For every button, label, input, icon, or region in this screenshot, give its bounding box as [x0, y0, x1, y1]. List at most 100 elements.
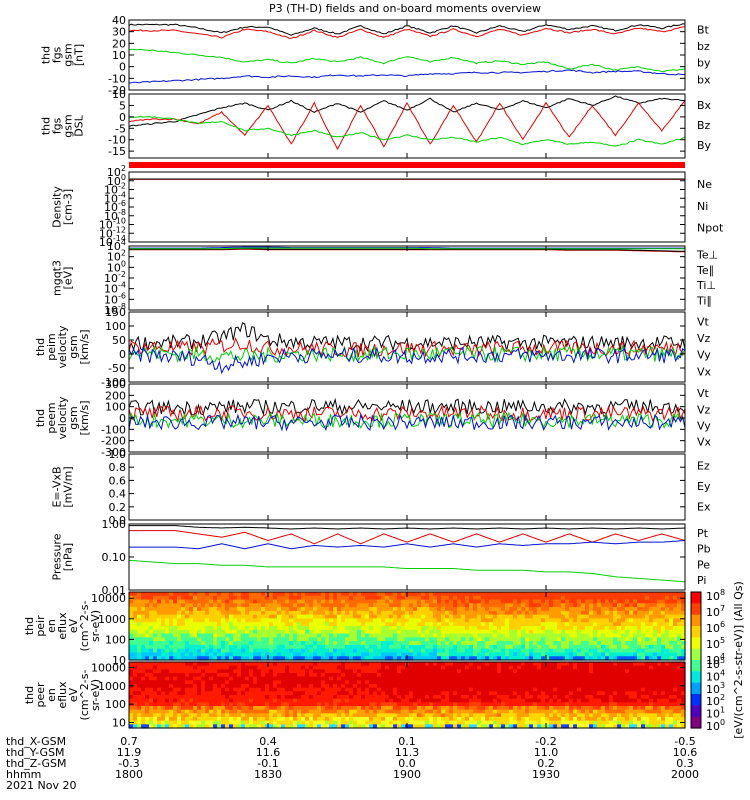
- panels: 403020100-10-20thdfgsgsm[nT]Btbzbybx1050…: [23, 14, 724, 730]
- x-row-value: 1800: [115, 768, 143, 781]
- legend-Npot: Npot: [697, 222, 724, 235]
- y-axis-label: eV: [67, 687, 80, 702]
- x-row-value: -0.3: [118, 757, 139, 770]
- x-axis-labels: thd_X-GSM 0.7 0.4 0.1 -0.2 -0.5 thd_Y-GSM 11.9 1…: [6, 735, 699, 792]
- series-Vt: [128, 322, 686, 352]
- series-Vy: [128, 411, 686, 430]
- panel-4: 10410210010-210-410-610-8mgqt3[eV]Te⊥Te∥…: [51, 238, 719, 317]
- y-tick-label: 1000: [98, 613, 126, 626]
- flag-band: [129, 162, 685, 168]
- y-axis-label: (cm^2-s-: [78, 601, 91, 652]
- y-tick-label: 50: [112, 334, 126, 347]
- series-Pi: [129, 540, 686, 550]
- y-tick-label: 0.8: [109, 461, 127, 474]
- y-axis-label: fgs: [51, 117, 64, 134]
- legend-Vt: Vt: [697, 315, 710, 328]
- y-tick-label: 150: [105, 306, 126, 319]
- x-row-value: 11.6: [256, 746, 281, 759]
- series-Bz: [128, 100, 686, 151]
- legend-bz: bz: [697, 40, 710, 53]
- legend-Ex: Ex: [697, 501, 711, 514]
- y-tick-label: 200: [105, 389, 126, 402]
- x-row-label: thd_X-GSM: [6, 735, 66, 748]
- y-tick-label: -200: [101, 435, 126, 448]
- y-axis-label: Density: [51, 186, 64, 228]
- colorbar-tick: 107: [706, 604, 725, 619]
- y-tick-label: -10: [108, 134, 126, 147]
- y-axis-label: thd: [40, 46, 53, 64]
- legend-Ez: Ez: [697, 459, 710, 472]
- y-axis-label: thd: [23, 686, 36, 704]
- y-axis-label: thd: [34, 338, 47, 356]
- x-row-value: -0.1: [257, 757, 278, 770]
- legend-Pi: Pi: [697, 574, 706, 587]
- y-axis-label: gsm: [67, 335, 80, 358]
- y-tick-label: 1000: [98, 680, 126, 693]
- legend-Vz: Vz: [697, 403, 711, 416]
- legend-Bt: Bt: [697, 23, 710, 36]
- y-axis-label: (cm^2-s-: [78, 670, 91, 721]
- legend-Te⊥: Te⊥: [696, 249, 718, 262]
- x-row-value: 0.7: [120, 735, 138, 748]
- y-tick-label: 20: [112, 37, 126, 50]
- y-tick-label: 0: [119, 348, 126, 361]
- series-bz: [128, 26, 686, 39]
- y-axis-label: mgqt3: [51, 260, 64, 296]
- x-row-value: 1930: [532, 768, 560, 781]
- x-row-label: thd_Y-GSM: [6, 746, 65, 759]
- y-tick-label: 10: [112, 88, 126, 101]
- y-tick-label: 0.0: [109, 514, 127, 527]
- y-tick-label: 0: [119, 61, 126, 74]
- series-Vz: [128, 404, 686, 423]
- panel-frame: [128, 311, 686, 383]
- y-tick-label: 0.2: [109, 501, 127, 514]
- legend-Ne: Ne: [697, 178, 712, 191]
- legend-Vy: Vy: [697, 419, 711, 432]
- x-row-value: 11.0: [534, 746, 559, 759]
- panel-10: 10000 1000 100 10 thdpeerenefluxeV(cm^2-s-sr…: [23, 661, 686, 730]
- y-tick-label: -15: [108, 145, 126, 158]
- y-axis-label: sr-eV): [89, 610, 102, 642]
- y-tick-label: 0.01: [102, 584, 127, 597]
- y-axis-label: [eV]: [62, 267, 75, 290]
- x-row-value: -0.5: [674, 735, 695, 748]
- y-tick-label: 100: [105, 320, 126, 333]
- x-row-value: 0.2: [537, 757, 555, 770]
- colorbar-tick: 105: [706, 636, 725, 651]
- y-tick-label: 100: [105, 633, 126, 646]
- legend-bx: bx: [697, 73, 711, 86]
- y-tick-label: 10: [112, 654, 126, 667]
- y-axis-label: velocity: [56, 396, 69, 439]
- series-Pe: [128, 559, 686, 583]
- y-tick-label: -100: [101, 376, 126, 389]
- y-axis-label: velocity: [56, 325, 69, 368]
- series-Vy: [128, 344, 686, 364]
- x-row-value: 0.1: [398, 735, 416, 748]
- x-row-value: 0.3: [676, 757, 694, 770]
- legend-Vt: Vt: [697, 387, 710, 400]
- series-by: [128, 48, 686, 73]
- y-tick-label: 10: [112, 49, 126, 62]
- panel-frame: [128, 171, 686, 243]
- plot-title: P3 (TH-D) fields and on-board moments ov…: [269, 2, 541, 15]
- colorbar-label: [eV/(cm^2-s-str-eV)] (All Qs): [732, 581, 745, 739]
- x-row-value: 0.0: [398, 757, 416, 770]
- legend-Pt: Pt: [697, 527, 709, 540]
- y-tick-label: -100: [101, 423, 126, 436]
- x-row-value: 10.6: [673, 746, 698, 759]
- y-tick-label: 10: [112, 717, 126, 730]
- x-row-label: thd_Z-GSM: [6, 757, 66, 770]
- y-tick-label: 0: [119, 412, 126, 425]
- y-tick-label: 10000: [91, 662, 126, 675]
- y-axis-label: [cm-3]: [62, 189, 75, 225]
- y-axis-label: eflux: [56, 681, 69, 709]
- y-axis-label: peir: [34, 615, 47, 637]
- legend-Vx: Vx: [697, 365, 712, 378]
- y-tick-label: -50: [108, 362, 126, 375]
- y-axis-label: [nPa]: [62, 543, 75, 571]
- legend-Ey: Ey: [697, 480, 711, 493]
- y-axis-label: thd: [23, 617, 36, 635]
- y-tick-label: 1.0: [109, 448, 127, 461]
